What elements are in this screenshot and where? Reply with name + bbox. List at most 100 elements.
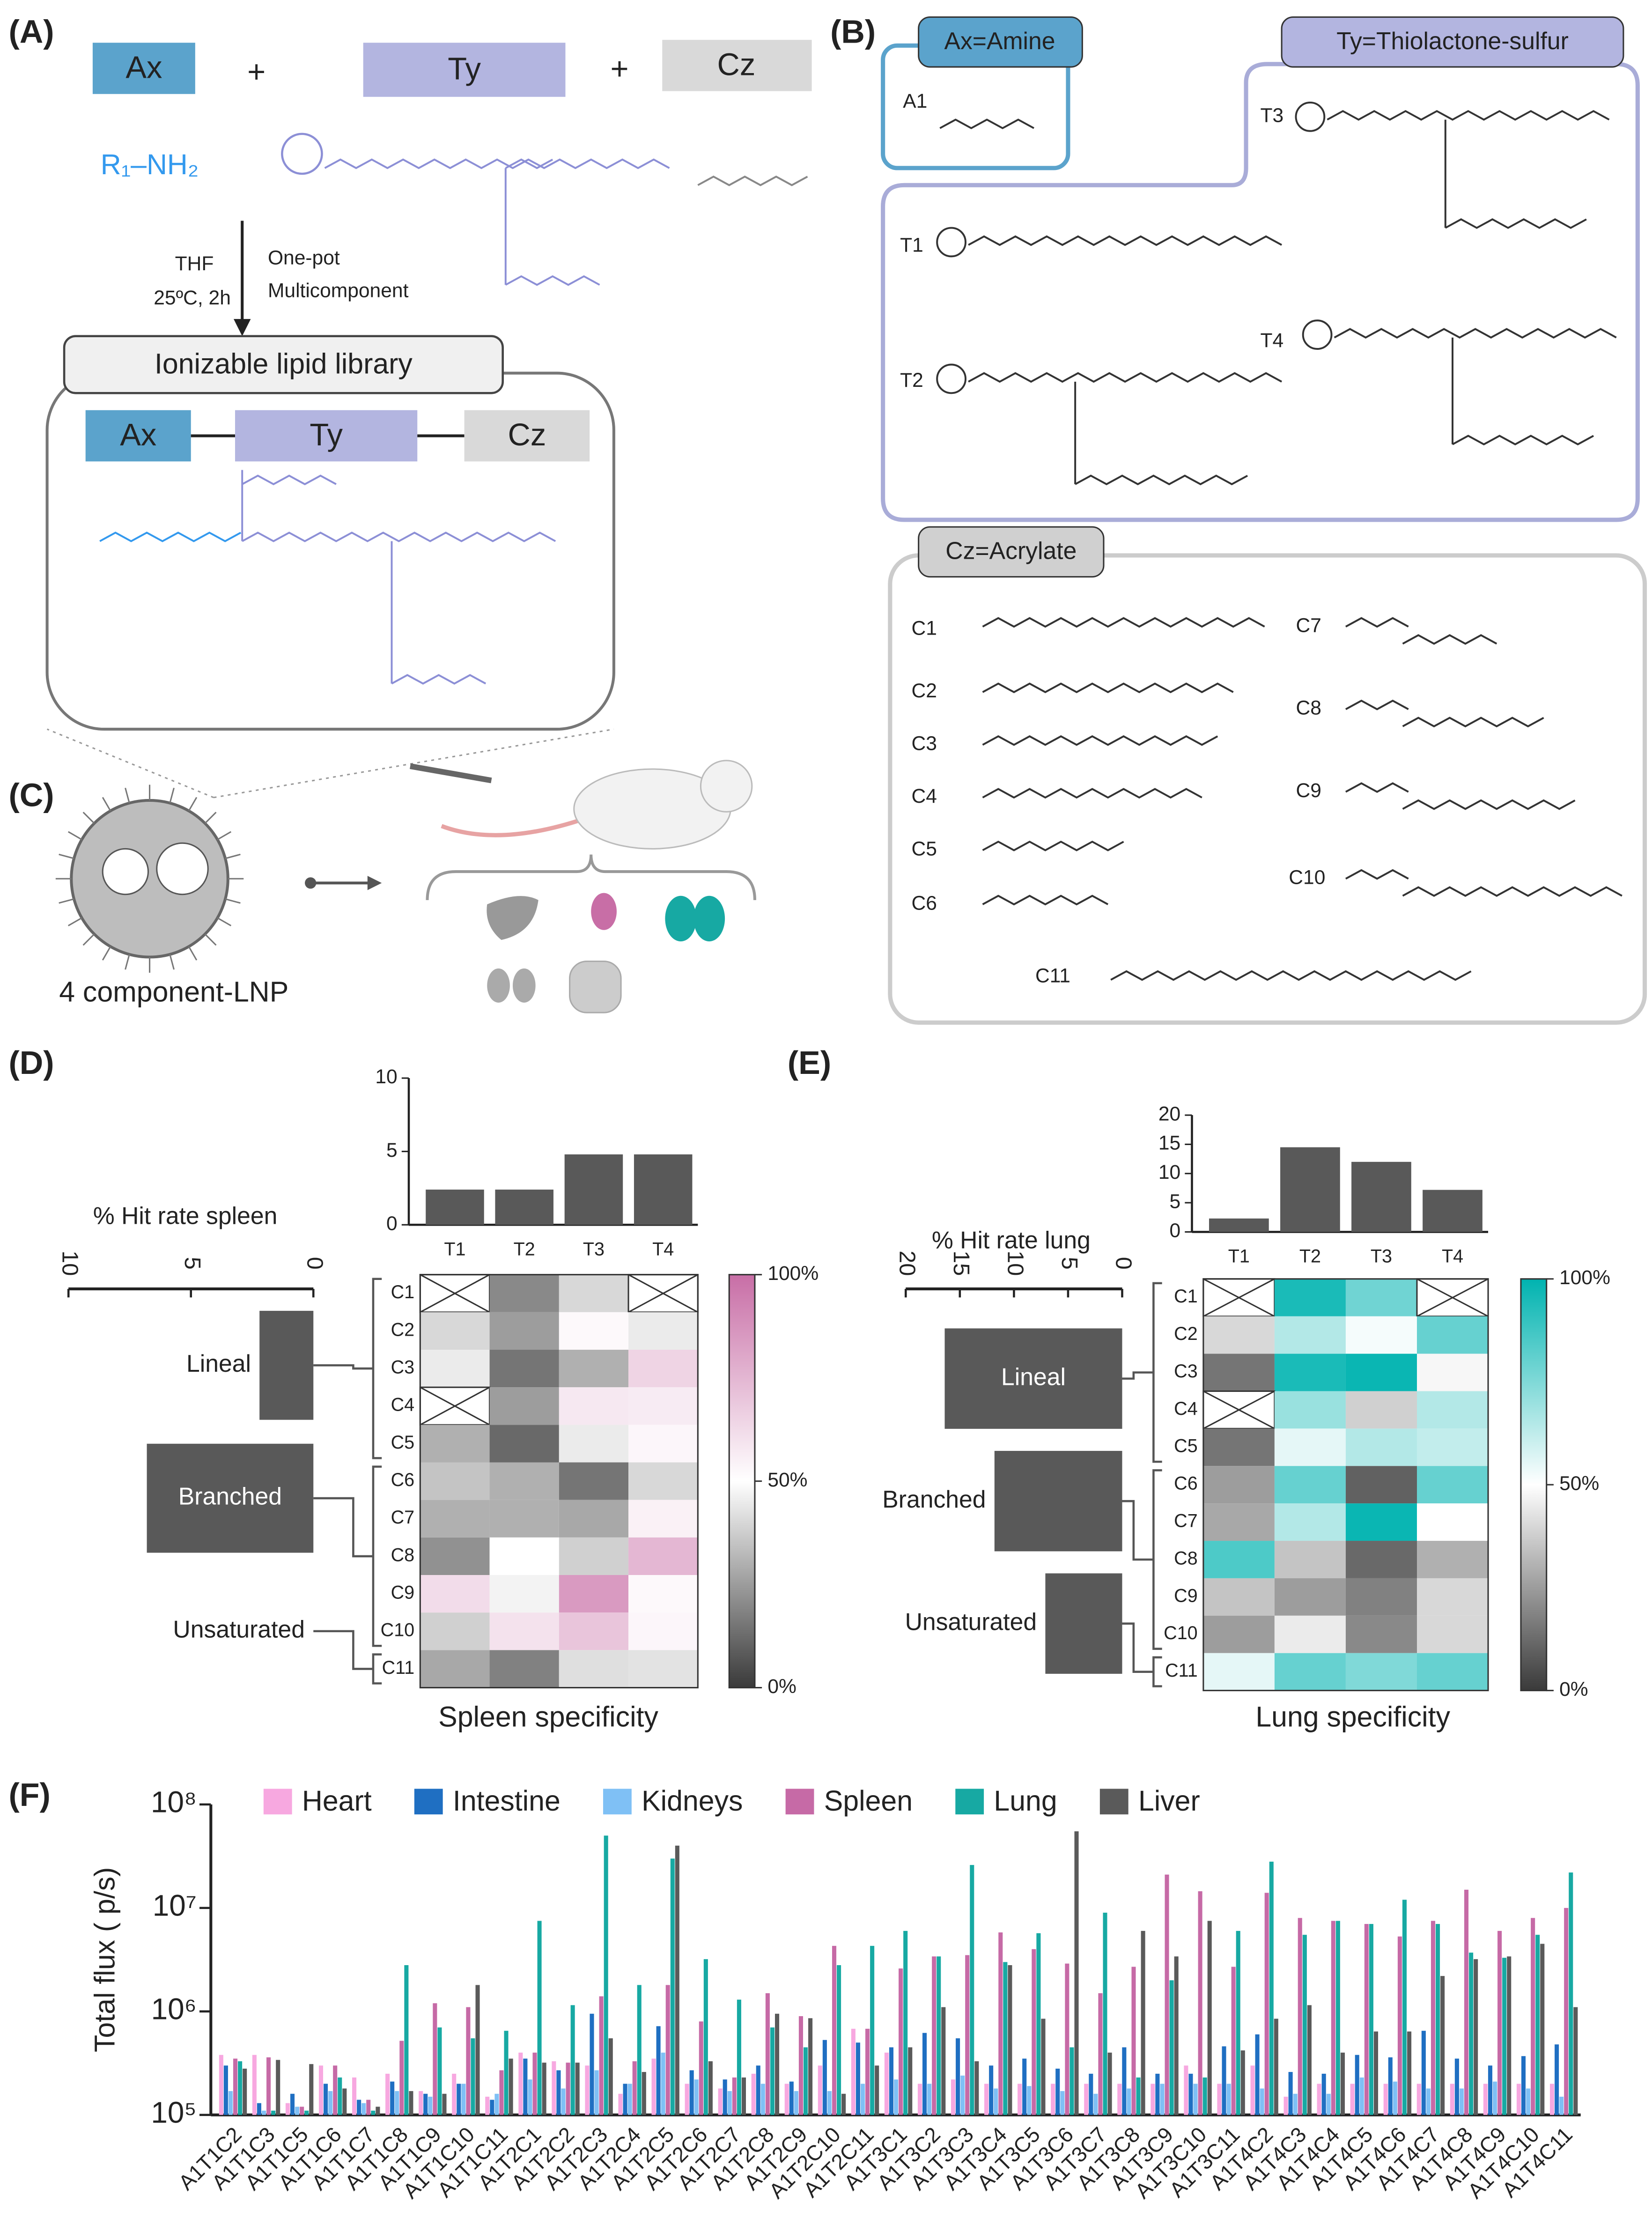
- plus: +: [611, 52, 629, 87]
- heat-cell: [1345, 1316, 1417, 1354]
- bar: [632, 2061, 637, 2115]
- bar: [884, 2052, 889, 2115]
- heat-cell: [1203, 1428, 1275, 1466]
- method: Multicomponent: [268, 280, 409, 302]
- heat-cell: [1345, 1541, 1417, 1578]
- bar: [552, 2061, 556, 2115]
- row-label: C8: [1174, 1548, 1198, 1568]
- bar: [1003, 1962, 1008, 2115]
- heat-cell: [1416, 1653, 1489, 1691]
- bar: [1018, 2084, 1022, 2115]
- cz-label: Cz: [717, 47, 756, 82]
- category-label: Unsaturated: [905, 1608, 1037, 1635]
- kidney-icon: [487, 968, 510, 1003]
- bar: [1260, 2088, 1264, 2115]
- bar: [219, 2055, 223, 2115]
- heat-cell: [489, 1349, 559, 1388]
- bar: [499, 2070, 504, 2115]
- bar: [932, 1956, 937, 2115]
- bar: [228, 2091, 233, 2115]
- bar: [1540, 1944, 1545, 2115]
- bar: [1036, 1933, 1041, 2115]
- bar: [556, 2070, 561, 2115]
- heat-cell: [1345, 1503, 1417, 1541]
- heat-cell: [420, 1462, 490, 1500]
- row-label: C4: [391, 1395, 415, 1415]
- bar: [784, 2084, 789, 2115]
- heat-cell: [559, 1387, 629, 1425]
- bar: [1207, 1921, 1212, 2115]
- conditions: 25ºC, 2h: [154, 287, 231, 309]
- heat-cell: [1416, 1615, 1489, 1653]
- heat-cell: [420, 1312, 490, 1350]
- bar: [1423, 1190, 1482, 1232]
- solvent: THF: [175, 252, 214, 275]
- legend-label: Liver: [1138, 1785, 1200, 1817]
- bar: [352, 2077, 357, 2115]
- bar: [1269, 1862, 1274, 2115]
- bar: [637, 1985, 642, 2115]
- bar: [1022, 2058, 1027, 2115]
- bar: [737, 1999, 741, 2115]
- chem-bond: [968, 372, 1283, 383]
- bar: [856, 2042, 860, 2115]
- lnp-lipid: [59, 898, 74, 904]
- chem-bond: [1345, 617, 1409, 628]
- bar: [1193, 2084, 1198, 2115]
- bar: [437, 2027, 442, 2115]
- bar: [1497, 1930, 1502, 2115]
- bar: [1454, 2058, 1459, 2115]
- row-label: C4: [1174, 1398, 1198, 1419]
- x-tick-label: 15: [949, 1250, 974, 1276]
- bar: [395, 2091, 399, 2115]
- heat-cell: [1345, 1615, 1417, 1653]
- bar: [426, 1190, 484, 1225]
- bar: [1051, 2084, 1055, 2115]
- bar: [238, 2061, 243, 2115]
- heat-cell: [1274, 1353, 1346, 1391]
- lnp-core: [156, 842, 209, 895]
- bar: [1060, 2091, 1065, 2115]
- bar: [1431, 1921, 1436, 2115]
- x-tick-label: T1: [1228, 1246, 1250, 1267]
- heat-cell: [628, 1462, 698, 1500]
- monomer-label: C10: [1289, 866, 1325, 889]
- heat-cell: [420, 1650, 490, 1688]
- x-tick-label: 20: [894, 1250, 920, 1276]
- colorbar-label: 0%: [767, 1675, 796, 1698]
- bar: [1174, 1956, 1179, 2115]
- bar: [1160, 2084, 1165, 2115]
- bar: [965, 1955, 970, 2115]
- bar: [1074, 1831, 1079, 2115]
- syringe: [409, 763, 492, 784]
- heat-cell: [559, 1575, 629, 1613]
- bar: [751, 2073, 756, 2115]
- bar: [504, 2031, 509, 2115]
- bar: [1402, 1900, 1407, 2115]
- axis-title: % Hit rate spleen: [93, 1202, 278, 1229]
- heat-cell: [1203, 1353, 1275, 1391]
- y-tick-label: 5: [386, 1139, 398, 1161]
- heat-cell: [1345, 1428, 1417, 1466]
- bar: [1340, 2052, 1345, 2115]
- chem-bond: [1402, 717, 1544, 728]
- acrylate-title: Cz=Acrylate: [945, 537, 1077, 564]
- row-label: C3: [1174, 1361, 1198, 1382]
- bar: [1450, 2084, 1454, 2115]
- intestine-icon: [569, 961, 622, 1013]
- x-tick-label: T3: [583, 1239, 605, 1259]
- bar: [452, 2073, 457, 2115]
- bar: [756, 2065, 760, 2115]
- lnp-lipid: [169, 954, 175, 970]
- monomer-label: C11: [1035, 964, 1070, 987]
- bar: [760, 2084, 765, 2115]
- empty-cross: [420, 1386, 490, 1426]
- thiolactone-title: Ty=Thiolactone-sulfur: [1336, 27, 1569, 54]
- bar: [661, 2052, 665, 2115]
- bar: [357, 2100, 361, 2115]
- bar: [1131, 1967, 1136, 2115]
- bar: [471, 2038, 475, 2115]
- bar: [333, 2065, 338, 2115]
- bar: [271, 2110, 276, 2115]
- heat-cell: [1274, 1279, 1346, 1316]
